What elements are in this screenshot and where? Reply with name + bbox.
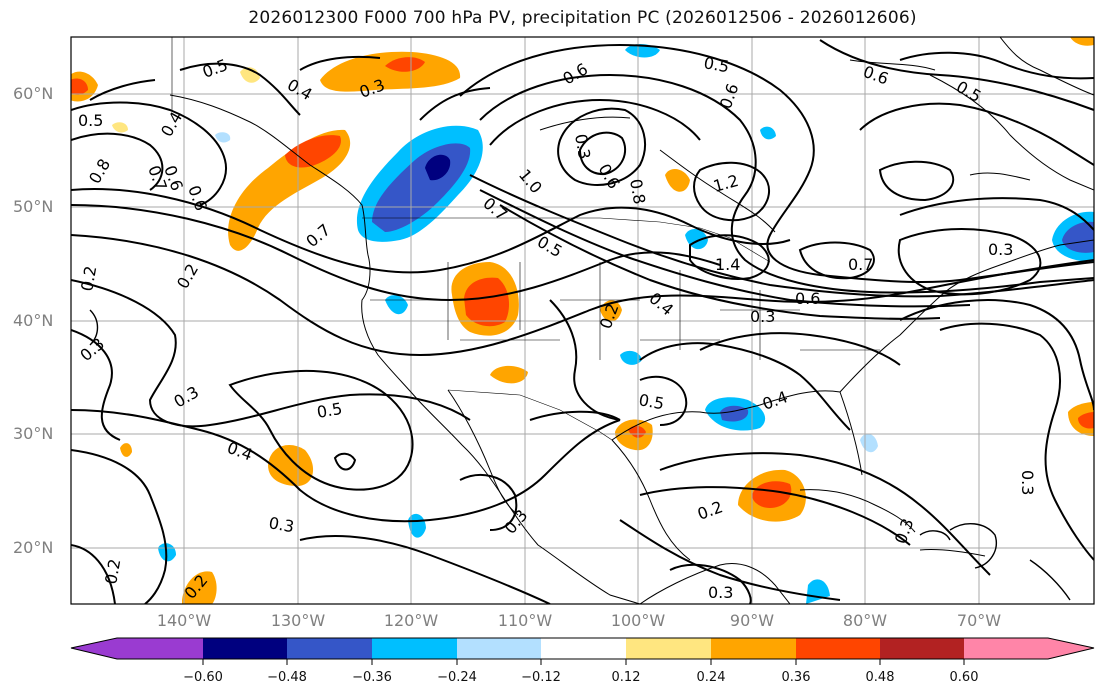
lon-label-100w: 100°W xyxy=(610,611,666,630)
pv-contours xyxy=(71,39,1094,604)
borders xyxy=(171,37,880,441)
colorbar-segment xyxy=(964,638,1048,659)
colorbar-tick-label: 0.12 xyxy=(611,670,641,685)
contour-label: 0.6 xyxy=(795,289,820,308)
colorbar-segment xyxy=(626,638,711,659)
colorbar-tick-label: 0.36 xyxy=(781,670,811,685)
lat-label-50n: 50°N xyxy=(13,197,54,216)
neg-anomaly-east-core xyxy=(1062,221,1094,253)
colorbar-tick-label: −0.48 xyxy=(267,670,307,685)
pos-anomaly-ak-core xyxy=(285,135,341,168)
lat-label-40n: 40°N xyxy=(13,311,54,330)
map-title: 2026012300 F000 700 hPa PV, precipitatio… xyxy=(248,8,917,28)
colorbar-tick-label: −0.12 xyxy=(521,670,561,685)
contour-label: 0.3 xyxy=(708,583,733,602)
coastlines xyxy=(169,37,1094,604)
colorbar-segment xyxy=(117,638,203,659)
colorbar-tick-label: −0.24 xyxy=(437,670,477,685)
contour-label: 0.5 xyxy=(702,53,730,76)
colorbar-segment xyxy=(457,638,541,659)
colorbar-tick-label: −0.36 xyxy=(352,670,392,685)
colorbar-segment xyxy=(880,638,964,659)
contour-label: 0.7 xyxy=(848,255,873,274)
lat-label-60n: 60°N xyxy=(13,84,54,103)
contour-label: 1.4 xyxy=(715,255,740,274)
pv-contours-thin xyxy=(89,309,1071,601)
pos-anomaly-great-basin-core xyxy=(464,277,510,327)
contour-label: 0.3 xyxy=(750,307,775,326)
contour-label: 0.5 xyxy=(78,111,103,130)
pos-anomaly-caribbean-core xyxy=(752,481,792,508)
contour-label: 0.2 xyxy=(101,557,124,585)
colorbar-tick-label: 0.60 xyxy=(949,670,979,685)
lon-label-130w: 130°W xyxy=(270,611,326,630)
contour-pv-03-north xyxy=(71,188,791,274)
contour-label: 0.8 xyxy=(626,177,649,205)
gridlines xyxy=(71,37,1094,604)
contour-label: 0.2 xyxy=(77,264,100,292)
map-frame xyxy=(70,36,1095,605)
contour-label: 0.3 xyxy=(571,132,594,160)
colorbar-segment xyxy=(287,638,372,659)
colorbar-segment xyxy=(796,638,880,659)
contour-label: 0.3 xyxy=(988,240,1013,259)
lon-label-120w: 120°W xyxy=(383,611,439,630)
contour-label: 0.5 xyxy=(315,399,343,422)
lon-label-90w: 90°W xyxy=(729,611,775,630)
colorbar-tick-label: 0.48 xyxy=(865,670,895,685)
lat-label-30n: 30°N xyxy=(13,424,54,443)
lat-label-20n: 20°N xyxy=(13,538,54,557)
colorbar xyxy=(70,637,1095,665)
lon-label-70w: 70°W xyxy=(956,611,1002,630)
lon-label-80w: 80°W xyxy=(842,611,888,630)
colorbar-segment xyxy=(1048,638,1094,659)
contour-label: 0.3 xyxy=(1018,470,1037,495)
colorbar-segment xyxy=(711,638,796,659)
colorbar-segment xyxy=(71,638,117,659)
colorbar-tick-label: −0.60 xyxy=(183,670,223,685)
contour-label: 0.5 xyxy=(637,390,665,413)
lon-label-110w: 110°W xyxy=(497,611,553,630)
colorbar-tick-label: 0.24 xyxy=(696,670,726,685)
pos-anomaly-ak-north xyxy=(320,51,461,92)
colorbar-segment xyxy=(372,638,457,659)
lon-label-140w: 140°W xyxy=(156,611,212,630)
colorbar-segment xyxy=(203,638,287,659)
precip-shading xyxy=(71,37,1094,604)
neg-anomaly-pacnw-max xyxy=(425,154,451,181)
contour-label: 0.3 xyxy=(267,513,295,536)
colorbar-segment xyxy=(541,638,626,659)
